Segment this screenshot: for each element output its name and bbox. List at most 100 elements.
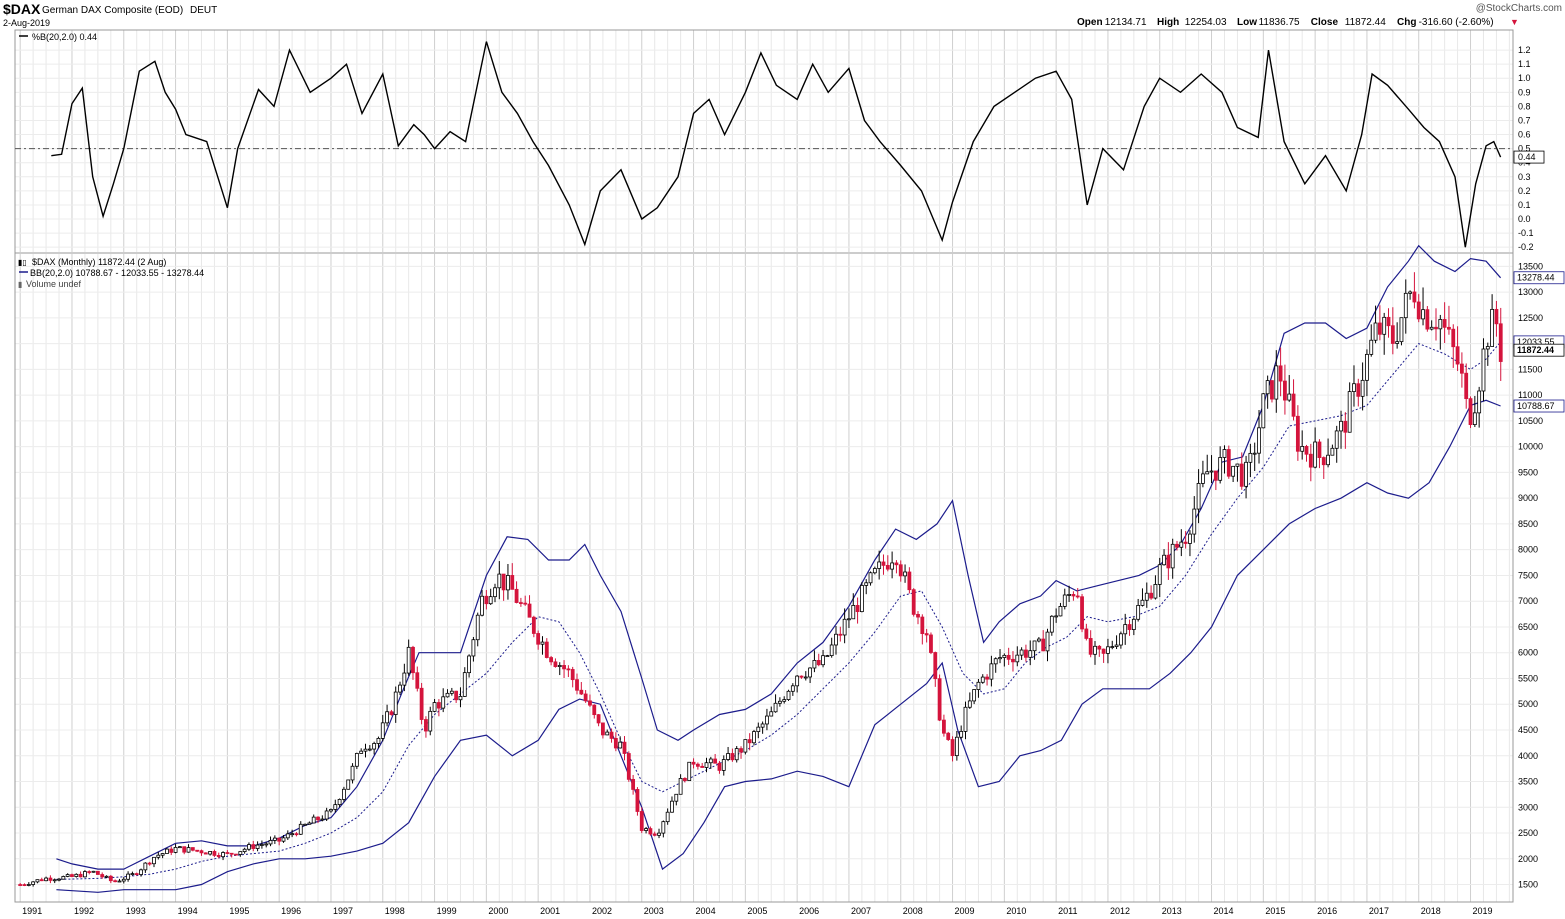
candle xyxy=(963,701,968,740)
candle xyxy=(544,638,549,659)
x-tick-label: 2004 xyxy=(696,906,716,916)
candle xyxy=(812,650,817,673)
candle xyxy=(294,832,299,837)
percent-b-line xyxy=(51,41,1502,248)
candle xyxy=(506,563,510,600)
candle-legend-icon: ▮▯ xyxy=(18,258,27,267)
candle xyxy=(557,662,562,676)
candle xyxy=(769,706,774,717)
candle xyxy=(916,611,920,625)
price-y-tick: 5500 xyxy=(1518,673,1538,683)
candle xyxy=(510,563,515,590)
candle xyxy=(1015,646,1020,667)
candle xyxy=(324,807,329,822)
candle xyxy=(1201,460,1205,488)
candle xyxy=(531,615,536,638)
indicator-y-tick: -0.2 xyxy=(1518,242,1534,252)
candle xyxy=(959,725,964,740)
candle xyxy=(255,841,260,852)
candle xyxy=(1011,651,1015,672)
candle xyxy=(575,673,579,695)
candle xyxy=(1434,308,1438,341)
candle xyxy=(320,815,325,822)
candle xyxy=(756,722,761,739)
candle xyxy=(877,550,882,580)
candle xyxy=(1032,640,1037,660)
candle xyxy=(95,870,100,875)
candle xyxy=(929,632,933,655)
candle xyxy=(540,636,545,655)
candle xyxy=(1472,395,1477,428)
candle xyxy=(527,595,532,618)
candle xyxy=(1343,412,1348,449)
watermark: @StockCharts.com xyxy=(1476,3,1562,14)
candle xyxy=(1429,320,1434,331)
candle xyxy=(920,614,925,645)
candle xyxy=(354,752,359,770)
candle xyxy=(808,667,813,683)
indicator-y-tick: 0.1 xyxy=(1518,200,1531,210)
price-y-tick: 11000 xyxy=(1518,390,1542,400)
price-y-tick: 3500 xyxy=(1518,777,1538,787)
candle xyxy=(721,755,726,776)
candle xyxy=(22,883,27,887)
candle xyxy=(100,872,105,879)
candle xyxy=(739,746,743,759)
x-tick-label: 2006 xyxy=(799,906,819,916)
candle xyxy=(281,835,286,843)
candle xyxy=(1412,272,1417,309)
price-y-tick: 4000 xyxy=(1518,751,1538,761)
candle xyxy=(130,871,135,876)
candle xyxy=(1110,640,1115,650)
indicator-y-axis: 1.21.11.00.90.80.70.60.50.40.30.20.10.0-… xyxy=(1518,45,1534,252)
candle xyxy=(182,846,187,855)
candle xyxy=(1101,648,1106,663)
indicator-grid xyxy=(15,30,1513,252)
candle xyxy=(1295,405,1300,461)
candle xyxy=(1382,312,1387,355)
x-tick-label: 2014 xyxy=(1214,906,1234,916)
candle xyxy=(1252,442,1257,472)
candle xyxy=(380,714,385,742)
candle xyxy=(691,758,696,769)
candle xyxy=(1485,342,1490,366)
x-tick-label: 2007 xyxy=(851,906,871,916)
candle xyxy=(842,608,847,644)
x-tick-label: 1993 xyxy=(126,906,146,916)
candle xyxy=(1287,375,1292,402)
candle xyxy=(1274,350,1279,413)
candle xyxy=(1477,386,1482,428)
candle xyxy=(1045,628,1050,662)
candle xyxy=(1481,338,1486,402)
candle xyxy=(1261,393,1266,429)
candle xyxy=(143,862,148,873)
candle xyxy=(307,821,312,825)
candle xyxy=(1317,439,1322,469)
candle xyxy=(536,630,541,650)
candle xyxy=(402,663,407,692)
x-tick-label: 2011 xyxy=(1058,906,1077,916)
candle xyxy=(1438,314,1443,350)
candle xyxy=(1442,302,1447,344)
candle xyxy=(1464,363,1469,409)
symbol-name: German DAX Composite (EOD) xyxy=(42,5,183,16)
candle xyxy=(1313,427,1318,469)
candle xyxy=(475,612,480,647)
candle xyxy=(700,762,705,768)
candle xyxy=(592,704,597,719)
candle xyxy=(601,722,605,739)
x-tick-label: 1999 xyxy=(437,906,457,916)
candle xyxy=(1218,446,1223,484)
bb-middle-line xyxy=(56,341,1501,880)
candle xyxy=(26,882,31,887)
candle xyxy=(44,876,48,882)
price-y-tick: 3000 xyxy=(1518,802,1538,812)
candle xyxy=(1166,542,1171,580)
candle xyxy=(501,573,506,601)
candle xyxy=(385,704,389,727)
candle xyxy=(562,660,566,679)
candle xyxy=(523,595,528,606)
candle xyxy=(268,836,273,847)
ohlc-label-2: Low xyxy=(1237,17,1257,28)
